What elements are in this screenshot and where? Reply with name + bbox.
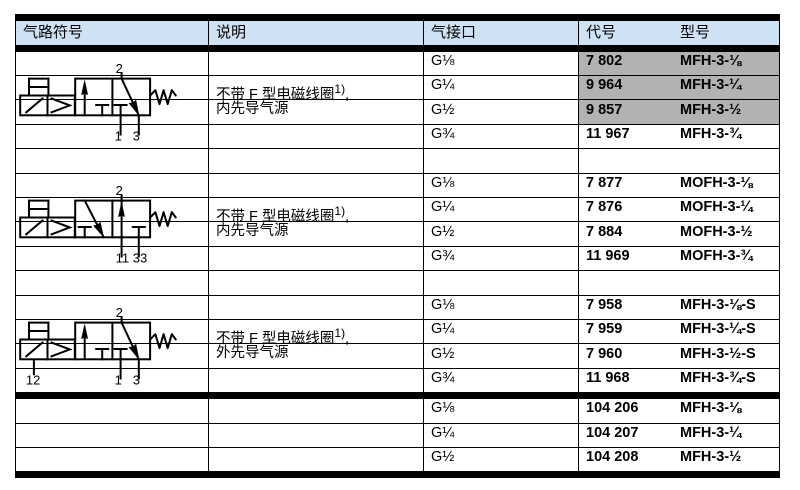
svg-text:33: 33 bbox=[133, 251, 147, 266]
svg-text:1: 1 bbox=[115, 373, 122, 388]
svg-text:12: 12 bbox=[26, 373, 40, 388]
svg-text:3: 3 bbox=[133, 129, 140, 144]
svg-text:1: 1 bbox=[115, 129, 122, 144]
svg-text:3: 3 bbox=[133, 373, 140, 388]
svg-text:2: 2 bbox=[116, 305, 123, 320]
svg-text:2: 2 bbox=[116, 61, 123, 76]
svg-text:2: 2 bbox=[116, 183, 123, 198]
svg-text:11: 11 bbox=[116, 251, 130, 266]
